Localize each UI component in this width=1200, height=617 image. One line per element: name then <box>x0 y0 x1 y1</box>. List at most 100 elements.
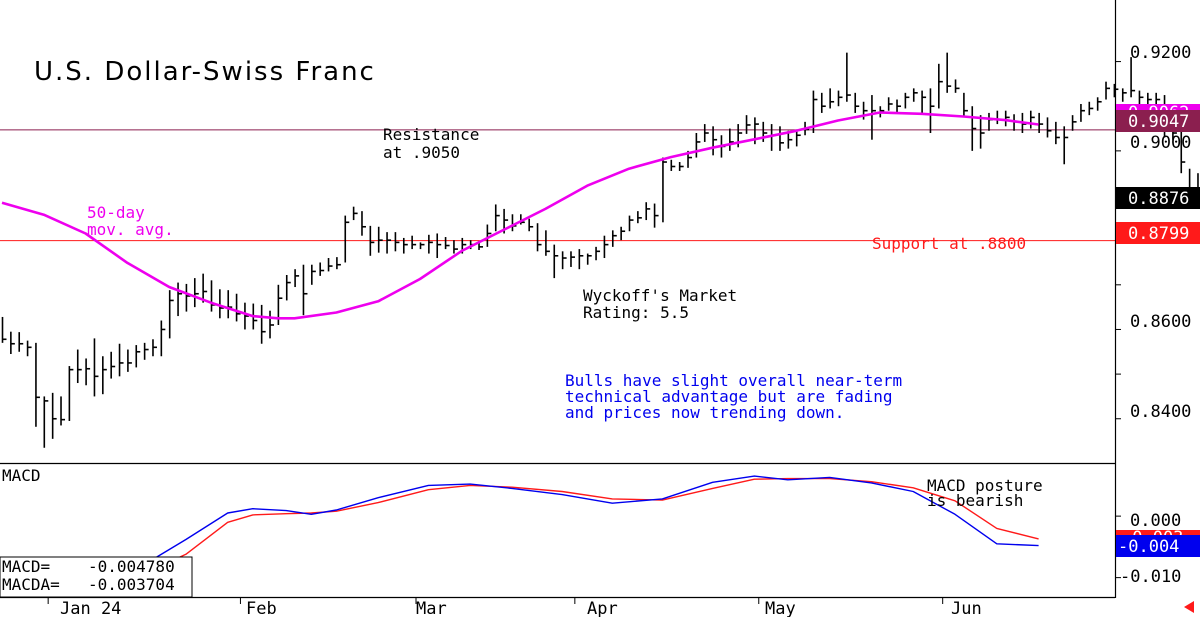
y-tick-label: 0.9200 <box>1130 43 1191 63</box>
ohlc-bar <box>244 302 249 330</box>
ohlc-bar <box>1046 117 1052 138</box>
ohlc-bar <box>1063 126 1069 165</box>
ohlc-bar <box>1130 57 1136 98</box>
y-tick-label: -0.010 <box>1120 567 1181 587</box>
ohlc-bar <box>887 97 893 111</box>
ohlc-bar <box>611 230 617 247</box>
ohlc-bar <box>603 235 609 259</box>
ohlc-bar <box>946 52 952 93</box>
ohlc-bar <box>160 320 166 357</box>
commentary-annotation: Bulls have slight overall near-term <box>565 371 902 390</box>
ohlc-bar <box>1180 130 1186 174</box>
ohlc-bar <box>428 234 433 254</box>
ohlc-bar <box>637 211 642 224</box>
rating-annotation: Wyckoff's Market <box>583 286 737 305</box>
ma-annotation: mov. avg. <box>87 220 174 239</box>
ohlc-bar <box>35 342 40 427</box>
chart-title: U.S. Dollar-Swiss Franc <box>34 57 376 87</box>
ohlc-bar <box>235 293 241 322</box>
ohlc-bar <box>963 92 968 118</box>
resistance-annotation: at .9050 <box>383 143 460 162</box>
ohlc-bar <box>177 282 183 317</box>
ohlc-bar <box>971 106 977 151</box>
macda-signal-line <box>102 477 1039 588</box>
ohlc-bar <box>369 225 375 256</box>
ohlc-bar <box>795 129 801 147</box>
ohlc-bar <box>386 232 392 254</box>
ohlc-bar <box>645 202 651 221</box>
commentary-annotation: and prices now trending down. <box>565 403 844 422</box>
y-tick-label: 0.9000 <box>1130 133 1191 153</box>
ohlc-bar <box>193 278 199 308</box>
ohlc-bar <box>143 342 149 360</box>
ohlc-bar <box>18 332 24 352</box>
ohlc-bar <box>51 392 57 439</box>
ohlc-bar <box>620 226 626 241</box>
ohlc-bar <box>1 316 7 343</box>
y-tick-label: 0.000 <box>1130 511 1181 531</box>
y-tick-label: 0.8600 <box>1130 312 1191 332</box>
ohlc-bar <box>871 95 876 140</box>
ohlc-bar <box>311 264 316 285</box>
macd-annotation: is bearish <box>927 491 1023 510</box>
ohlc-bar <box>787 130 793 149</box>
y-tick-label: 0.8400 <box>1130 402 1191 422</box>
x-tick-label: Apr <box>587 599 618 617</box>
ohlc-bar <box>536 223 542 252</box>
macd-readout-label: MACD= <box>2 557 50 576</box>
ohlc-bar <box>729 128 734 151</box>
ohlc-bar <box>595 246 601 261</box>
ohlc-bar <box>444 237 450 250</box>
ohlc-bar <box>820 92 826 113</box>
ohlc-bar <box>1105 81 1111 100</box>
ohlc-bar <box>1029 110 1035 129</box>
ohlc-bar <box>628 215 634 232</box>
ohlc-bar <box>352 206 358 221</box>
ohlc-bar <box>528 218 534 232</box>
ohlc-bar <box>110 351 116 379</box>
support-price-label: 0.8799 <box>1128 224 1189 244</box>
ohlc-bar <box>854 92 860 113</box>
scroll-left-arrow-icon[interactable] <box>1184 601 1194 613</box>
ohlc-bar <box>436 233 442 259</box>
ohlc-bar <box>896 99 902 113</box>
resistance-price-label: 0.9047 <box>1128 112 1189 132</box>
ohlc-bar <box>152 339 157 357</box>
resistance-price-box <box>1116 110 1200 132</box>
ohlc-bar <box>1096 97 1102 111</box>
ohlc-bar <box>1088 101 1094 116</box>
ohlc-bar <box>846 52 851 102</box>
ohlc-bar <box>829 88 835 109</box>
ma-annotation: 50-day <box>87 203 145 222</box>
ohlc-bar <box>1055 121 1060 145</box>
macd-readout-value: -0.004780 <box>88 557 175 576</box>
ohlc-bar <box>570 251 575 267</box>
ohlc-bar <box>10 331 15 355</box>
ohlc-bar <box>102 356 107 395</box>
macda-readout-value: -0.003704 <box>88 575 175 594</box>
macd-readout-box <box>0 556 193 598</box>
ohlc-bar <box>929 88 935 134</box>
macd-value-label: -0.004 <box>1118 537 1179 557</box>
ohlc-bar <box>361 211 366 236</box>
ohlc-bar <box>135 345 141 368</box>
ohlc-bar <box>60 396 66 426</box>
ohlc-bar <box>678 162 684 171</box>
ohlc-bar <box>486 224 492 247</box>
ohlc-bar <box>377 226 383 253</box>
ohlc-bar <box>837 90 843 107</box>
macd-value-box <box>1116 535 1200 557</box>
macd-panel-title: MACD <box>2 466 41 485</box>
ohlc-bar <box>402 237 408 254</box>
support-annotation: Support at .8800 <box>872 234 1026 253</box>
resistance-annotation: Resistance <box>383 125 479 144</box>
ohlc-bar <box>269 310 275 339</box>
ohlc-bar <box>662 157 667 223</box>
ohlc-bar <box>653 203 659 228</box>
ohlc-bar <box>1071 115 1077 131</box>
ohlc-bar <box>68 366 74 421</box>
x-tick-label: Mar <box>416 599 447 617</box>
ohlc-bar <box>319 262 325 276</box>
